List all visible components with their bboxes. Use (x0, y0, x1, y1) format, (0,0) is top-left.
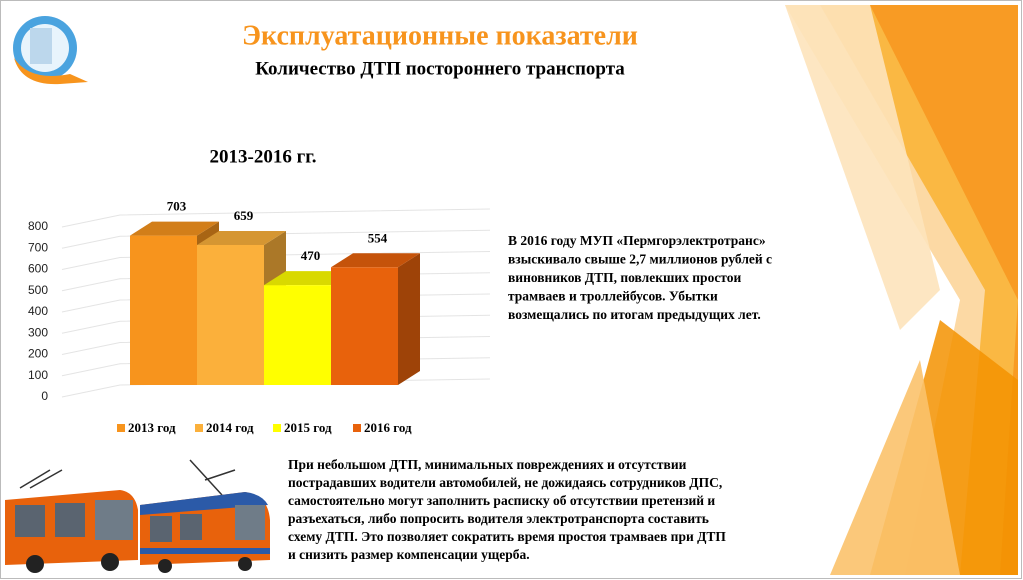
y-tick-label: 0 (41, 389, 48, 403)
note-line: В 2016 году МУП «Пермгорэлектротранс» (508, 233, 766, 248)
bar-top (331, 253, 420, 268)
y-tick-label: 300 (28, 325, 48, 339)
legend-swatch (353, 424, 361, 432)
bar-top (197, 230, 286, 245)
legend-swatch (195, 424, 203, 432)
bar (197, 244, 264, 385)
bar-top (264, 271, 353, 286)
note-line: трамваев и троллейбусов. Убытки (508, 289, 718, 304)
note-line: самостоятельно могут заполнить расписку … (288, 493, 715, 508)
bar-side (398, 253, 420, 385)
title: Эксплуатационные показатели (242, 20, 638, 51)
subtitle: Количество ДТП постороннего транспорта (255, 58, 625, 79)
legend-swatch (273, 424, 281, 432)
legend-label: 2014 год (206, 420, 254, 435)
chart-title: 2013-2016 гг. (210, 146, 317, 167)
data-label: 703 (167, 199, 187, 214)
legend-swatch (117, 424, 125, 432)
data-label: 470 (301, 248, 321, 263)
y-tick-label: 200 (28, 347, 48, 361)
note-line: схему ДТП. Это позволяет сократить время… (288, 529, 726, 544)
note-line: возмещались по итогам предыдущих лет. (508, 307, 761, 322)
vehicles (5, 459, 270, 573)
y-tick-label: 500 (28, 283, 48, 297)
note-line: и снизить размер компенсации ущерба. (288, 547, 530, 562)
y-tick-label: 700 (28, 240, 48, 254)
bar-top (130, 221, 219, 236)
note-line: При небольшом ДТП, минимальных поврежден… (288, 457, 687, 472)
y-tick-label: 400 (28, 304, 48, 318)
bar (130, 235, 197, 385)
legend-label: 2015 год (284, 420, 332, 435)
note-line: пострадавших водители автомобилей, не до… (288, 475, 722, 490)
grid-line (61, 208, 491, 228)
grid-line (61, 229, 491, 249)
plot: 0 100 200 300 400 500 600 700 800 703 659 470 554 201… (28, 199, 491, 435)
legend-label: 2013 год (128, 420, 176, 435)
y-tick-label: 600 (28, 262, 48, 276)
bar (264, 285, 331, 385)
data-label: 659 (234, 208, 254, 223)
note-line: взыскивало свыше 2,7 миллионов рублей с (508, 252, 772, 267)
y-tick-label: 800 (28, 219, 48, 233)
logo (13, 16, 88, 85)
bar (331, 267, 398, 385)
note-line: виновников ДТП, повлекших простои (508, 270, 742, 285)
data-label: 554 (368, 230, 388, 245)
legend-label: 2016 год (364, 420, 412, 435)
y-tick-label: 100 (28, 368, 48, 382)
note-line: разъехаться, либо попросить водителя эле… (288, 511, 709, 526)
decoration (785, 5, 1018, 575)
notes: В 2016 году МУП «Пермгорэлектротранс» взы… (288, 233, 772, 562)
